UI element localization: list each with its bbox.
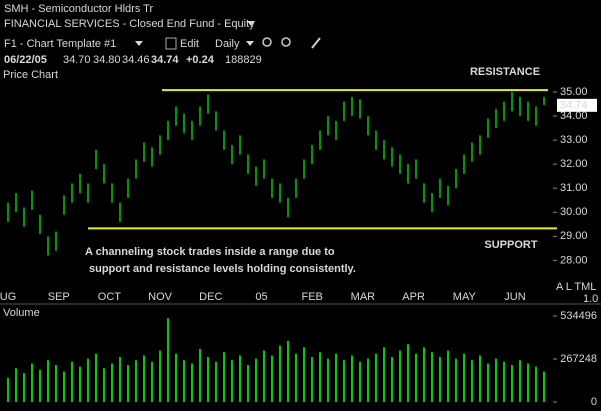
template[interactable]: F1 - Chart Template #1: [4, 38, 116, 50]
last-price: 34.74: [560, 100, 588, 112]
x-tick-label: SEP: [48, 291, 70, 303]
scale-label: A L TML: [556, 281, 596, 293]
annotation: A channeling stock trades inside a range…: [85, 246, 335, 258]
quote-close: 34.74: [151, 54, 179, 66]
x-tick-label: NOV: [148, 291, 173, 303]
y-tick-label: 0: [591, 396, 597, 408]
x-tick-label: DEC: [199, 291, 222, 303]
x-tick-label: MAY: [453, 291, 477, 303]
zoom-out[interactable]: [281, 37, 291, 47]
y-tick-label: 32.00: [560, 158, 588, 170]
y-tick-label: 35.00: [560, 86, 588, 98]
y-tick-label: 31.00: [560, 182, 588, 194]
period[interactable]: Daily: [215, 38, 240, 50]
quote-date: 06/22/05: [4, 54, 47, 66]
y-tick-label: 534496: [560, 310, 597, 322]
annotation: support and resistance levels holding co…: [89, 263, 356, 275]
x-tick-label: APR: [402, 291, 425, 303]
dropdown-arrow[interactable]: [135, 41, 143, 46]
x-tick-label: FEB: [301, 291, 322, 303]
sector[interactable]: FINANCIAL SERVICES - Closed End Fund - E…: [4, 18, 255, 30]
y-tick-label: 33.00: [560, 134, 588, 146]
edit-icon[interactable]: [165, 37, 177, 50]
y-tick-label: 29.00: [560, 230, 588, 242]
x-tick-label: JUN: [504, 291, 525, 303]
y-tick-label: 28.00: [560, 254, 588, 266]
quote-high: 34.80: [93, 54, 121, 66]
quote-volume: 188829: [225, 54, 262, 66]
resistance-label: RESISTANCE: [470, 66, 540, 78]
x-tick-label: UG: [0, 291, 16, 303]
symbol-title[interactable]: SMH - Semiconductor Hldrs Tr: [4, 3, 153, 15]
zoom-in[interactable]: [262, 37, 272, 47]
y-tick-label: 34.00: [560, 110, 588, 122]
support-label: SUPPORT: [484, 239, 537, 251]
dropdown-arrow[interactable]: [246, 41, 254, 46]
quote-open: 34.70: [63, 54, 91, 66]
draw-tool[interactable]: [311, 37, 321, 49]
quote-change: +0.24: [186, 54, 215, 66]
x-tick-label: MAR: [351, 291, 376, 303]
quote-low: 34.46: [122, 54, 150, 66]
dropdown-arrow[interactable]: [247, 21, 255, 26]
panel-label: Volume: [3, 307, 40, 319]
edit[interactable]: Edit: [180, 38, 199, 50]
x-tick-label: 05: [255, 291, 267, 303]
panel-label: Price Chart: [3, 69, 58, 81]
last-price-box: [557, 98, 597, 112]
ratio-label: 1.0: [583, 293, 598, 305]
y-tick-label: 30.00: [560, 206, 588, 218]
x-tick-label: OCT: [98, 291, 122, 303]
y-tick-label: 267248: [560, 353, 597, 365]
